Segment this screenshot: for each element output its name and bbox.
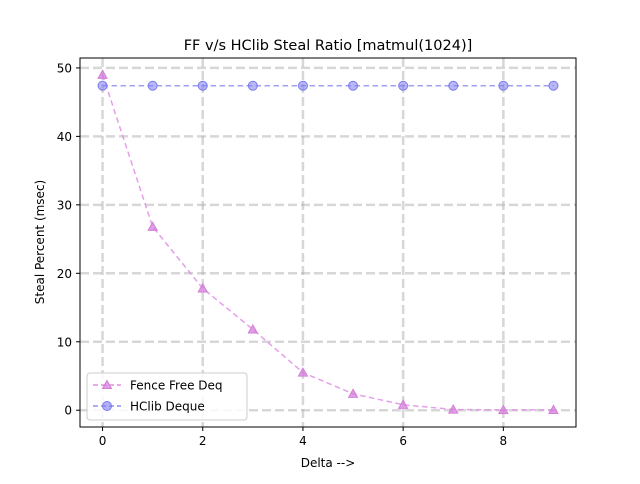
y-tick-label: 0 <box>64 404 72 418</box>
data-point-hclib-deque <box>398 80 409 91</box>
y-tick-label: 10 <box>57 335 72 349</box>
y-tick-label: 40 <box>57 130 72 144</box>
grid-lines <box>80 58 576 427</box>
y-axis-label: Steal Percent (msec) <box>33 180 47 304</box>
legend-marker-triangle <box>101 379 113 389</box>
data-point-hclib-deque <box>197 80 208 91</box>
data-point-hclib-deque <box>448 80 459 91</box>
data-point-fence-free-deq <box>397 399 409 409</box>
y-tick-label: 30 <box>57 198 72 212</box>
x-tick-label: 0 <box>99 434 107 448</box>
legend-marker-circle <box>102 401 112 411</box>
data-point-fence-free-deq <box>247 323 259 334</box>
data-point-hclib-deque <box>297 80 308 91</box>
data-point-hclib-deque <box>498 80 509 91</box>
data-point-hclib-deque <box>147 80 158 91</box>
data-point-fence-free-deq <box>498 404 509 414</box>
axis-ticks: 0 2 4 6 8 0 10 20 30 40 50 <box>57 61 507 448</box>
series-line-fence-free-deq <box>101 74 554 411</box>
plot-frame <box>79 57 577 428</box>
data-point-hclib-deque <box>548 80 559 91</box>
y-tick-label: 20 <box>57 267 72 281</box>
legend-label-hclib: HClib Deque <box>130 400 205 414</box>
data-point-fence-free-deq <box>197 282 209 293</box>
legend-label-fence-free: Fence Free Deq <box>130 379 223 393</box>
x-tick-label: 6 <box>399 434 407 448</box>
x-tick-label: 4 <box>299 434 307 448</box>
data-point-hclib-deque <box>97 80 108 91</box>
legend: Fence Free Deq HClib Deque <box>86 372 248 421</box>
data-point-fence-free-deq <box>297 367 309 377</box>
x-tick-label: 2 <box>199 434 207 448</box>
y-tick-label: 50 <box>57 61 72 75</box>
series-layer <box>97 69 559 414</box>
x-tick-label: 8 <box>500 434 508 448</box>
data-point-fence-free-deq <box>147 221 158 231</box>
data-point-fence-free-deq <box>548 404 559 414</box>
chart-title: FF v/s HClib Steal Ratio [matmul(1024)] <box>184 38 473 54</box>
x-axis-label: Delta --> <box>301 456 356 470</box>
data-point-fence-free-deq <box>447 404 459 414</box>
data-point-fence-free-deq <box>347 388 359 398</box>
legend-box <box>86 372 248 421</box>
data-point-fence-free-deq <box>97 69 108 79</box>
data-point-hclib-deque <box>247 80 258 91</box>
data-point-hclib-deque <box>348 80 359 91</box>
